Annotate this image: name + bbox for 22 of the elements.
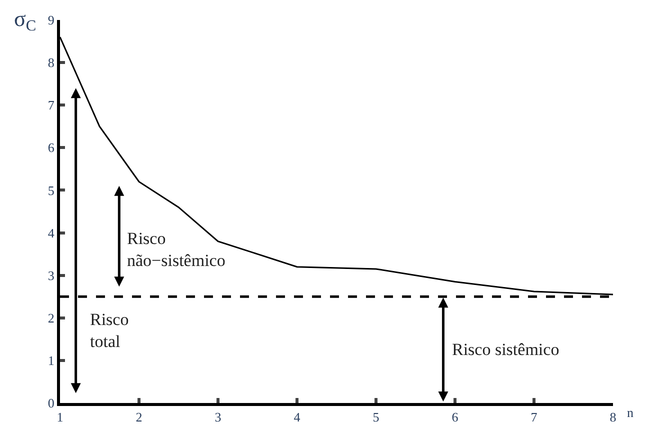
x-tick-label: 4 bbox=[294, 410, 301, 425]
y-tick-label: 8 bbox=[48, 55, 54, 70]
y-tick-label: 7 bbox=[48, 98, 55, 113]
y-tick-label: 3 bbox=[48, 268, 54, 283]
y-tick-label: 6 bbox=[48, 140, 55, 156]
y-axis-title: σ$_{C}$ bbox=[14, 6, 36, 35]
y-tick-label: 9 bbox=[48, 12, 54, 28]
x-tick-label: 8 bbox=[610, 410, 616, 425]
y-tick-label: 5 bbox=[48, 182, 54, 198]
y-tick-label: 0 bbox=[48, 396, 54, 411]
annotation: Risco total bbox=[90, 310, 129, 352]
x-tick-label: 6 bbox=[452, 410, 459, 425]
y-tick-label: 2 bbox=[48, 310, 54, 326]
y-tick-label: 1 bbox=[48, 352, 54, 368]
y-tick-label: 4 bbox=[48, 225, 55, 240]
x-tick-label: 7 bbox=[530, 410, 538, 425]
x-tick-label: 5 bbox=[372, 410, 380, 425]
x-axis-title: n bbox=[627, 405, 634, 420]
x-tick-label: 3 bbox=[214, 410, 222, 425]
annotation: Risco não−sistêmico bbox=[127, 229, 226, 270]
annotation: Risco sistêmico bbox=[452, 340, 560, 359]
x-tick-label: 2 bbox=[136, 410, 142, 425]
